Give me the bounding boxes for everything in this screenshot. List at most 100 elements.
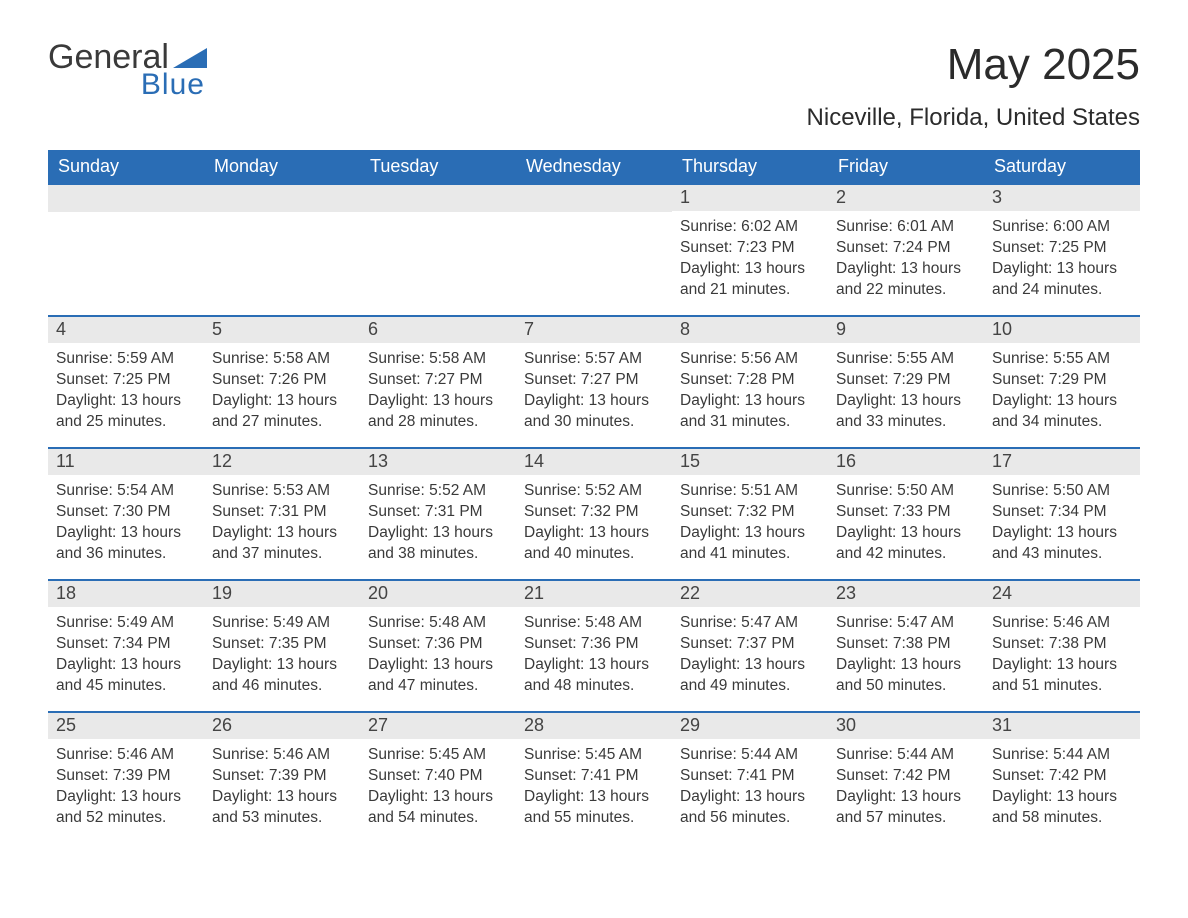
sunset-value: 7:27 PM: [581, 371, 639, 388]
sunrise-value: 5:52 AM: [585, 482, 642, 499]
sunset-line: Sunset: 7:34 PM: [992, 502, 1132, 523]
sunset-value: 7:34 PM: [1049, 503, 1107, 520]
sunrise-value: 5:53 AM: [273, 482, 330, 499]
sunset-label: Sunset:: [680, 767, 737, 784]
sunset-line: Sunset: 7:42 PM: [992, 766, 1132, 787]
daylight-line: Daylight: 13 hours and 37 minutes.: [212, 523, 352, 565]
day-number: 9: [828, 317, 984, 343]
sunrise-label: Sunrise:: [368, 482, 429, 499]
day-number: 2: [828, 185, 984, 211]
day-body: Sunrise: 5:54 AMSunset: 7:30 PMDaylight:…: [48, 475, 204, 565]
day-cell: [516, 185, 672, 301]
day-number: 6: [360, 317, 516, 343]
day-number: [516, 185, 672, 212]
sunset-value: 7:41 PM: [737, 767, 795, 784]
sunrise-label: Sunrise:: [212, 614, 273, 631]
day-body: Sunrise: 5:49 AMSunset: 7:34 PMDaylight:…: [48, 607, 204, 697]
daylight-line: Daylight: 13 hours and 54 minutes.: [368, 787, 508, 829]
sunset-line: Sunset: 7:23 PM: [680, 238, 820, 259]
sunset-label: Sunset:: [56, 503, 113, 520]
sunset-label: Sunset:: [992, 635, 1049, 652]
sunrise-value: 5:45 AM: [585, 746, 642, 763]
sunset-line: Sunset: 7:30 PM: [56, 502, 196, 523]
sunrise-label: Sunrise:: [56, 746, 117, 763]
sunset-value: 7:29 PM: [1049, 371, 1107, 388]
sunset-line: Sunset: 7:25 PM: [992, 238, 1132, 259]
sunrise-label: Sunrise:: [680, 482, 741, 499]
daylight-label: Daylight:: [212, 788, 277, 805]
daylight-line: Daylight: 13 hours and 24 minutes.: [992, 259, 1132, 301]
sunset-value: 7:35 PM: [269, 635, 327, 652]
day-cell: 5Sunrise: 5:58 AMSunset: 7:26 PMDaylight…: [204, 317, 360, 433]
day-cell: 15Sunrise: 5:51 AMSunset: 7:32 PMDayligh…: [672, 449, 828, 565]
week-row: 4Sunrise: 5:59 AMSunset: 7:25 PMDaylight…: [48, 315, 1140, 447]
sunset-value: 7:36 PM: [425, 635, 483, 652]
sunset-value: 7:29 PM: [893, 371, 951, 388]
daylight-line: Daylight: 13 hours and 27 minutes.: [212, 391, 352, 433]
day-body: Sunrise: 5:44 AMSunset: 7:41 PMDaylight:…: [672, 739, 828, 829]
dayofweek-header: Saturday: [984, 150, 1140, 183]
sunset-value: 7:33 PM: [893, 503, 951, 520]
sunset-line: Sunset: 7:42 PM: [836, 766, 976, 787]
day-number: 1: [672, 185, 828, 211]
daylight-line: Daylight: 13 hours and 22 minutes.: [836, 259, 976, 301]
sunset-label: Sunset:: [524, 503, 581, 520]
day-body: Sunrise: 5:44 AMSunset: 7:42 PMDaylight:…: [828, 739, 984, 829]
day-number: 12: [204, 449, 360, 475]
day-number: 18: [48, 581, 204, 607]
day-body: Sunrise: 5:52 AMSunset: 7:32 PMDaylight:…: [516, 475, 672, 565]
sunrise-label: Sunrise:: [524, 482, 585, 499]
sunset-label: Sunset:: [836, 635, 893, 652]
day-number: 19: [204, 581, 360, 607]
day-number: 30: [828, 713, 984, 739]
sunset-value: 7:39 PM: [113, 767, 171, 784]
sunset-line: Sunset: 7:29 PM: [836, 370, 976, 391]
sunrise-value: 5:55 AM: [1053, 350, 1110, 367]
sunrise-line: Sunrise: 5:50 AM: [992, 481, 1132, 502]
sunrise-label: Sunrise:: [368, 614, 429, 631]
daylight-line: Daylight: 13 hours and 30 minutes.: [524, 391, 664, 433]
sunrise-line: Sunrise: 5:47 AM: [836, 613, 976, 634]
day-body: Sunrise: 5:52 AMSunset: 7:31 PMDaylight:…: [360, 475, 516, 565]
sunset-value: 7:34 PM: [113, 635, 171, 652]
day-body: Sunrise: 6:00 AMSunset: 7:25 PMDaylight:…: [984, 211, 1140, 301]
sunrise-line: Sunrise: 6:02 AM: [680, 217, 820, 238]
sunrise-line: Sunrise: 5:48 AM: [368, 613, 508, 634]
sunset-label: Sunset:: [992, 371, 1049, 388]
sunset-label: Sunset:: [836, 767, 893, 784]
daylight-label: Daylight:: [992, 788, 1057, 805]
sunrise-value: 5:56 AM: [741, 350, 798, 367]
sunset-label: Sunset:: [836, 371, 893, 388]
daylight-label: Daylight:: [524, 524, 589, 541]
sunset-line: Sunset: 7:39 PM: [56, 766, 196, 787]
day-cell: 19Sunrise: 5:49 AMSunset: 7:35 PMDayligh…: [204, 581, 360, 697]
daylight-label: Daylight:: [56, 524, 121, 541]
sunrise-line: Sunrise: 6:00 AM: [992, 217, 1132, 238]
week-row: 18Sunrise: 5:49 AMSunset: 7:34 PMDayligh…: [48, 579, 1140, 711]
sunrise-line: Sunrise: 5:44 AM: [992, 745, 1132, 766]
sunrise-value: 5:57 AM: [585, 350, 642, 367]
sunrise-value: 5:44 AM: [897, 746, 954, 763]
sunrise-line: Sunrise: 5:45 AM: [524, 745, 664, 766]
day-body: Sunrise: 5:44 AMSunset: 7:42 PMDaylight:…: [984, 739, 1140, 829]
day-number: 8: [672, 317, 828, 343]
day-body: Sunrise: 5:46 AMSunset: 7:39 PMDaylight:…: [48, 739, 204, 829]
sunrise-label: Sunrise:: [836, 614, 897, 631]
sunrise-label: Sunrise:: [524, 350, 585, 367]
day-cell: 12Sunrise: 5:53 AMSunset: 7:31 PMDayligh…: [204, 449, 360, 565]
sunrise-label: Sunrise:: [680, 614, 741, 631]
sunset-value: 7:38 PM: [1049, 635, 1107, 652]
day-cell: 21Sunrise: 5:48 AMSunset: 7:36 PMDayligh…: [516, 581, 672, 697]
daylight-label: Daylight:: [368, 524, 433, 541]
sunrise-value: 6:00 AM: [1053, 218, 1110, 235]
day-cell: 2Sunrise: 6:01 AMSunset: 7:24 PMDaylight…: [828, 185, 984, 301]
page-title: May 2025: [947, 40, 1140, 90]
sunset-label: Sunset:: [212, 635, 269, 652]
sunrise-label: Sunrise:: [212, 350, 273, 367]
daylight-line: Daylight: 13 hours and 40 minutes.: [524, 523, 664, 565]
sunrise-line: Sunrise: 5:58 AM: [212, 349, 352, 370]
sunrise-line: Sunrise: 5:46 AM: [212, 745, 352, 766]
sunrise-label: Sunrise:: [836, 218, 897, 235]
sunset-line: Sunset: 7:26 PM: [212, 370, 352, 391]
sunrise-line: Sunrise: 5:48 AM: [524, 613, 664, 634]
